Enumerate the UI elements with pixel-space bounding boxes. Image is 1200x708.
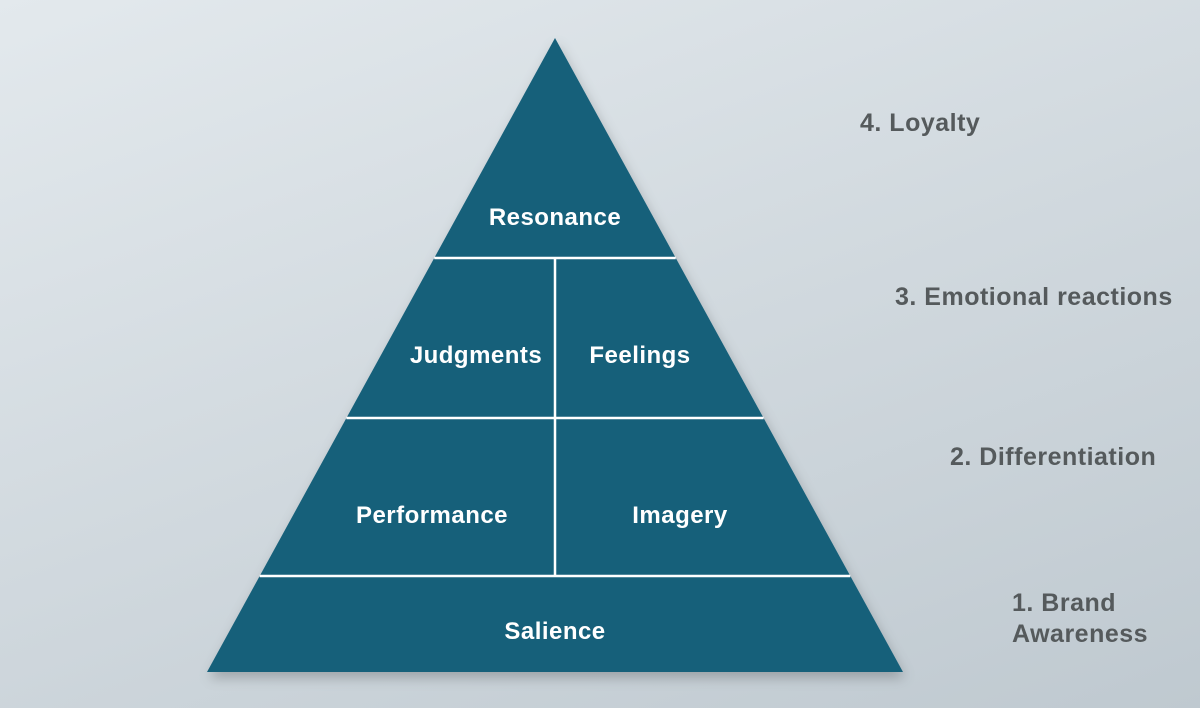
pyramid-label-3: Performance bbox=[356, 501, 508, 531]
side-label-3: 1. Brand Awareness bbox=[1012, 588, 1148, 651]
side-label-2: 2. Differentiation bbox=[950, 442, 1156, 473]
pyramid-label-4: Imagery bbox=[632, 501, 727, 531]
side-label-1: 3. Emotional reactions bbox=[895, 282, 1173, 313]
pyramid-label-2: Feelings bbox=[589, 341, 690, 371]
pyramid-label-1: Judgments bbox=[410, 341, 542, 371]
side-label-0: 4. Loyalty bbox=[860, 108, 980, 139]
pyramid-label-5: Salience bbox=[504, 617, 605, 647]
pyramid-label-0: Resonance bbox=[489, 203, 621, 233]
